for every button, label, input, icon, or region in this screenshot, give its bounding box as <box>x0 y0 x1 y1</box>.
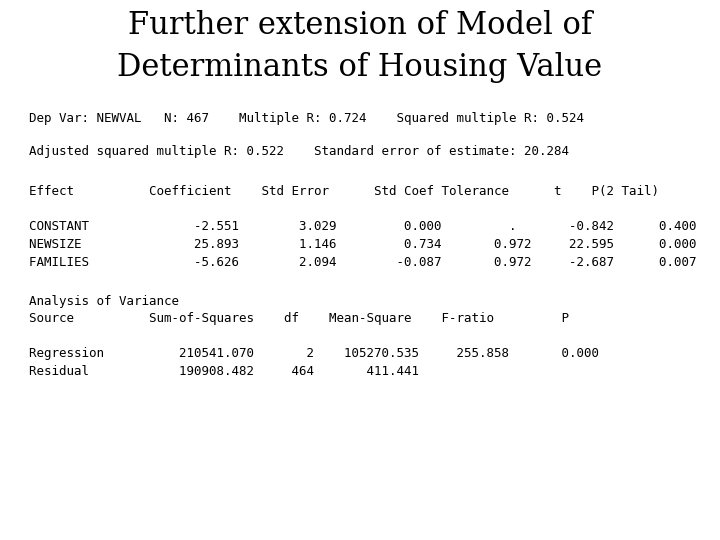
Text: Adjusted squared multiple R: 0.522    Standard error of estimate: 20.284: Adjusted squared multiple R: 0.522 Stand… <box>29 145 569 158</box>
Text: Regression          210541.070       2    105270.535     255.858       0.000: Regression 210541.070 2 105270.535 255.8… <box>29 347 599 360</box>
Text: Further extension of Model of: Further extension of Model of <box>128 10 592 41</box>
Text: Dep Var: NEWVAL   N: 467    Multiple R: 0.724    Squared multiple R: 0.524: Dep Var: NEWVAL N: 467 Multiple R: 0.724… <box>29 112 584 125</box>
Text: CONSTANT              -2.551        3.029         0.000         .       -0.842  : CONSTANT -2.551 3.029 0.000 . -0.842 <box>29 220 696 233</box>
Text: Determinants of Housing Value: Determinants of Housing Value <box>117 52 603 83</box>
Text: Residual            190908.482     464       411.441: Residual 190908.482 464 411.441 <box>29 365 419 378</box>
Text: Analysis of Variance: Analysis of Variance <box>29 295 179 308</box>
Text: Effect          Coefficient    Std Error      Std Coef Tolerance      t    P(2 T: Effect Coefficient Std Error Std Coef To… <box>29 185 659 198</box>
Text: Source          Sum-of-Squares    df    Mean-Square    F-ratio         P: Source Sum-of-Squares df Mean-Square F-r… <box>29 312 569 325</box>
Text: FAMILIES              -5.626        2.094        -0.087       0.972     -2.687  : FAMILIES -5.626 2.094 -0.087 0.972 -2.68… <box>29 256 696 269</box>
Text: NEWSIZE               25.893        1.146         0.734       0.972     22.595  : NEWSIZE 25.893 1.146 0.734 0.972 22.595 <box>29 238 696 251</box>
